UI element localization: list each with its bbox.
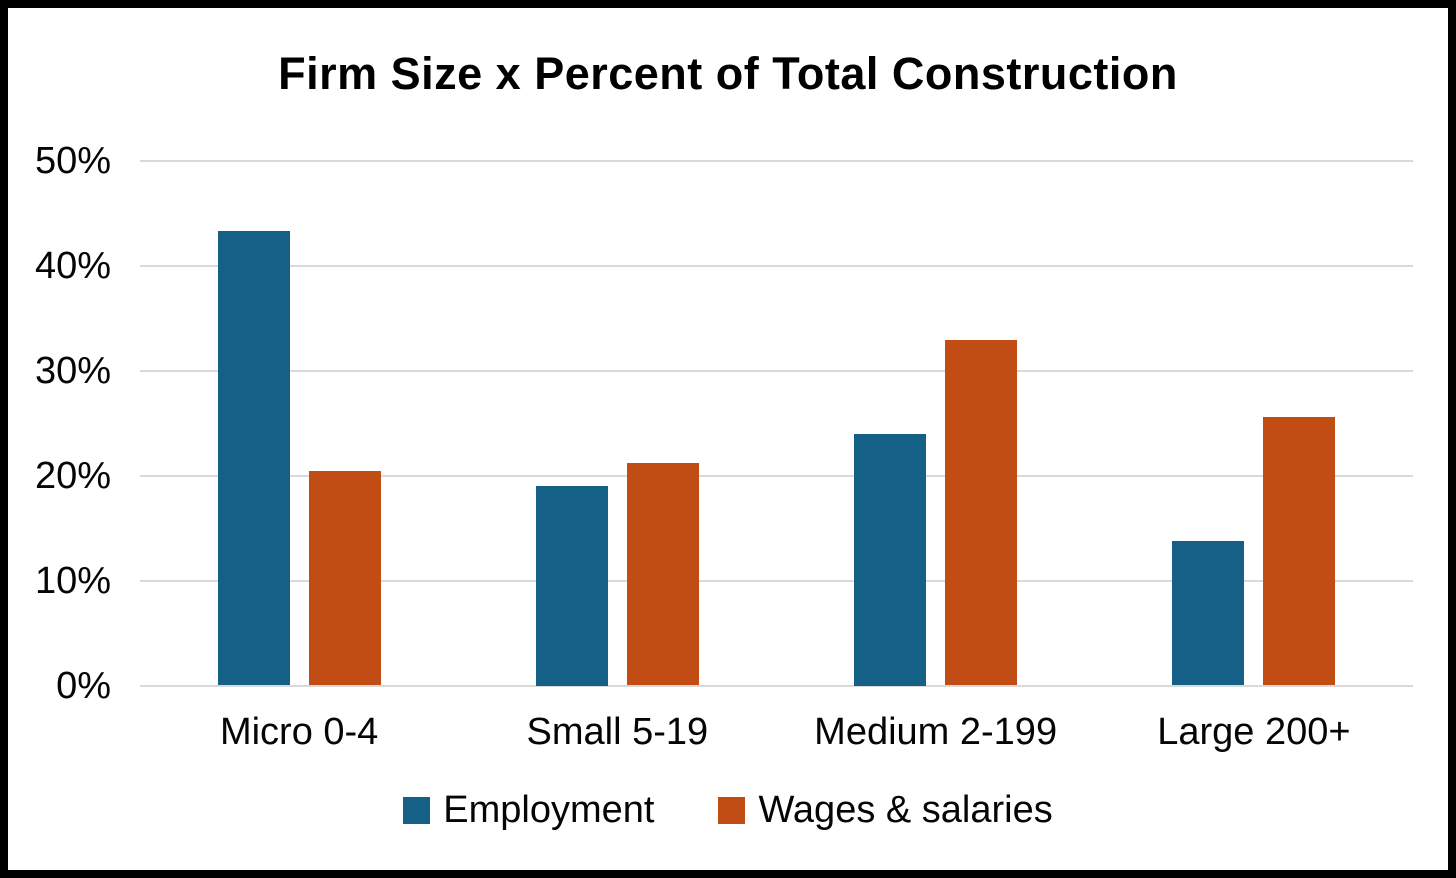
y-tick-label-30pct: 30% [34, 349, 111, 392]
bar-wages-and-salaries-micro-0-4 [308, 471, 381, 686]
bar-wages-and-salaries-medium-2-199 [945, 340, 1018, 686]
x-category-label-small-5-19: Small 5-19 [526, 711, 709, 753]
gridline-10pct [140, 579, 1413, 582]
legend-swatch-wages-and-salaries [718, 796, 746, 824]
gridline-40pct [140, 264, 1413, 267]
legend-label-wages-and-salaries: Wages & salaries [758, 789, 1053, 831]
y-tick-label-40pct: 40% [34, 244, 111, 287]
plot-area: 0% 10% 20% 30% 40% 50% Micro 0-4 Small 5-19 Medi… [8, 8, 1448, 870]
legend: Employment Wages & salaries [8, 791, 1448, 829]
bar-wages-and-salaries-small-5-19 [626, 462, 699, 686]
legend-swatch-employment [403, 796, 431, 824]
bar-employment-large-200 [1172, 540, 1245, 686]
x-category-label-micro-0-4: Micro 0-4 [219, 711, 379, 753]
legend-label-employment: Employment [443, 789, 655, 831]
x-category-label-large-200: Large 200+ [1157, 711, 1351, 753]
y-tick-label-0pct: 0% [56, 664, 111, 707]
legend-item-wages-and-salaries: Wages & salaries [718, 789, 1053, 831]
x-category-label-medium-2-199: Medium 2-199 [814, 711, 1058, 753]
bar-employment-small-5-19 [535, 486, 608, 686]
bar-employment-micro-0-4 [217, 230, 290, 686]
gridline-0pct [140, 684, 1413, 687]
y-tick-label-20pct: 20% [34, 454, 111, 497]
legend-item-employment: Employment [403, 791, 654, 829]
gridline-20pct [140, 474, 1413, 477]
bar-wages-and-salaries-large-200 [1263, 416, 1336, 686]
bar-employment-medium-2-199 [854, 433, 927, 686]
chart-title: Firm Size x Percent of Total Constructio… [278, 48, 1178, 99]
y-tick-label-50pct: 50% [34, 139, 111, 182]
gridline-50pct [140, 159, 1413, 162]
y-tick-label-10pct: 10% [34, 559, 111, 602]
gridline-30pct [140, 369, 1413, 372]
